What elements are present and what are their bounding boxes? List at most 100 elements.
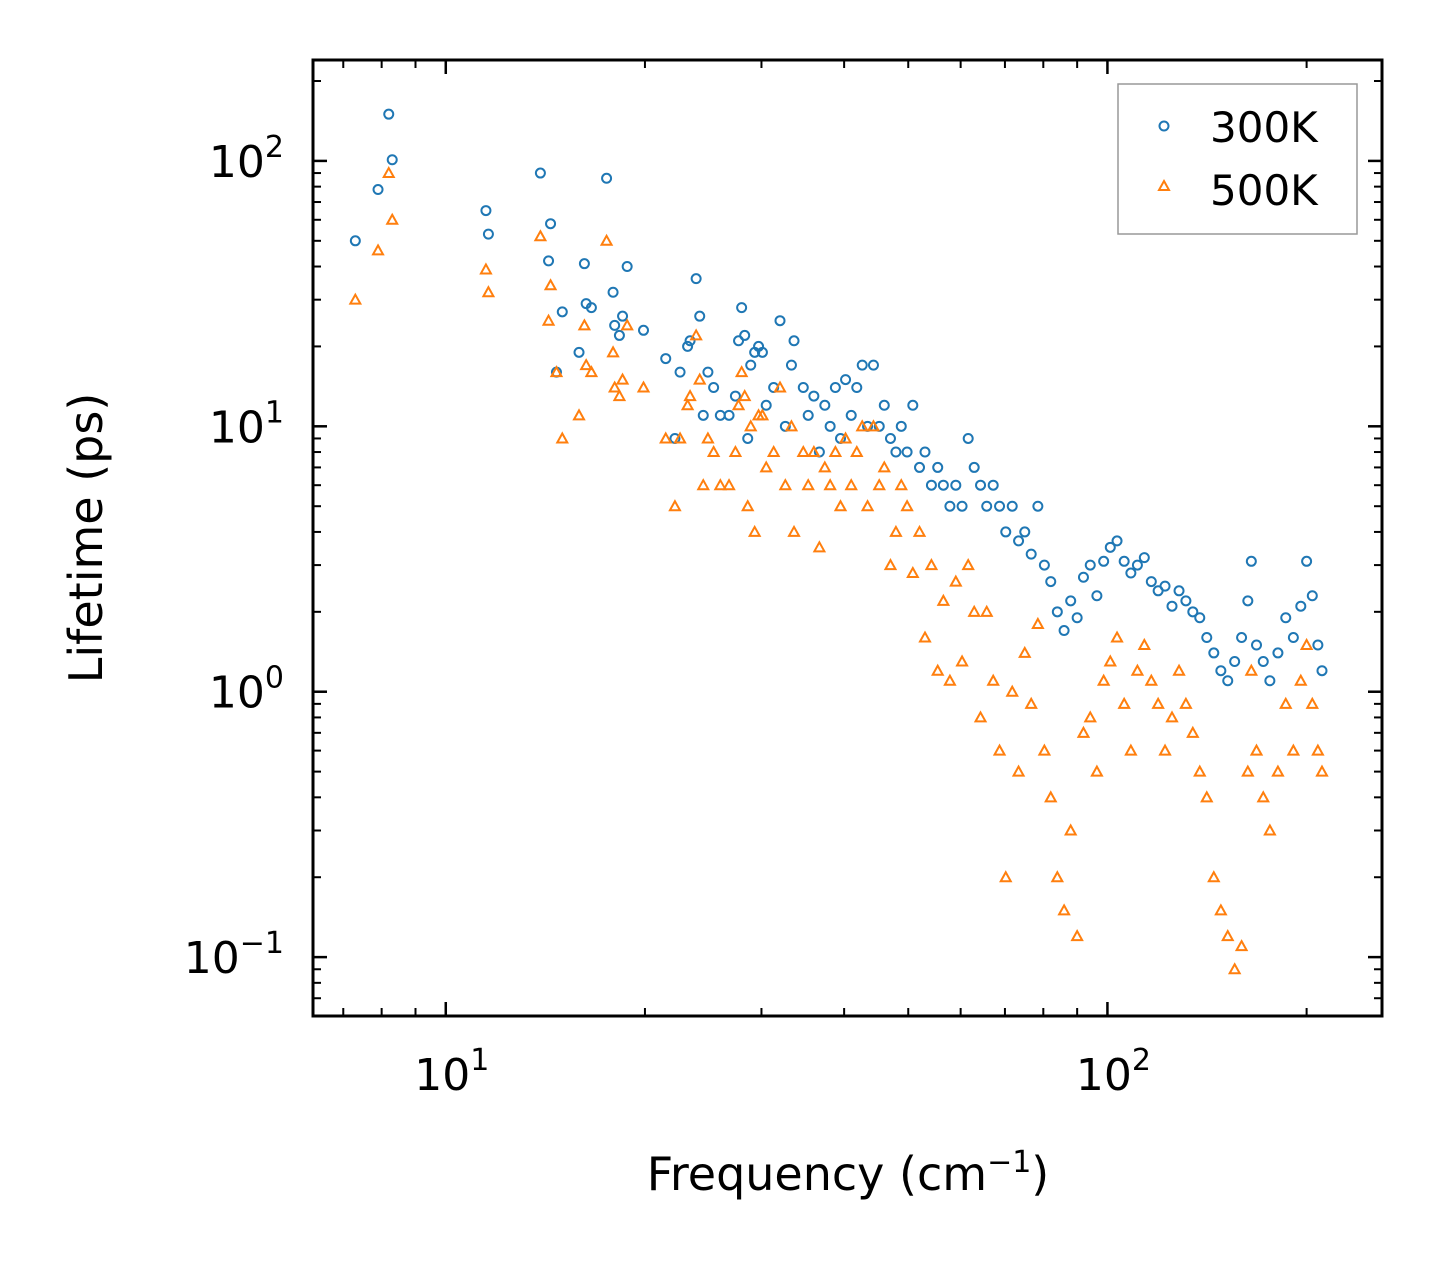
point-300k-45 [774,315,786,327]
point-500k-48 [787,524,801,537]
point-300k-90 [1038,559,1050,571]
point-500k-39 [744,419,758,432]
point-300k-82 [987,479,999,491]
point-500k-93 [1057,903,1071,916]
point-500k-10 [555,431,569,444]
point-500k-40 [747,524,762,537]
point-300k-114 [1201,632,1213,644]
point-300k-110 [1173,585,1185,597]
point-500k-16 [606,345,620,358]
point-300k-115 [1208,647,1220,659]
point-300k-76 [950,479,962,491]
point-300k-4 [480,205,492,217]
point-300k-64 [878,399,890,411]
point-500k-57 [838,431,853,444]
point-500k-30 [701,431,715,444]
point-300k-120 [1242,595,1254,607]
point-300k-88 [1025,548,1037,560]
point-500k-24 [673,431,687,444]
point-300k-84 [1000,526,1012,538]
point-300k-60 [856,359,868,371]
point-300k-10 [556,306,568,318]
point-500k-65 [883,558,898,571]
point-500k-33 [722,478,736,491]
point-300k-35 [733,335,745,347]
point-500k-17 [607,380,622,393]
point-500k-1 [371,243,385,256]
point-500k-132 [1315,764,1329,777]
point-500k-72 [924,558,939,571]
point-300k-91 [1045,576,1057,588]
point-300k-68 [901,446,913,458]
point-500k-115 [1207,870,1221,883]
point-500k-118 [1227,962,1242,975]
point-300k-74 [937,479,949,491]
x-axis-label: Frequency (cm−1) [647,1145,1050,1201]
point-500k-50 [801,478,815,491]
point-300k-39 [745,359,757,371]
point-300k-94 [1065,595,1077,607]
point-500k-12 [577,318,592,331]
point-500k-23 [668,499,682,512]
point-300k-8 [545,218,557,230]
point-500k-13 [579,358,593,371]
y-tick-label-0: 10−1 [184,926,284,984]
point-300k-104 [1131,559,1143,571]
point-300k-87 [1019,526,1031,538]
point-500k-20 [620,318,634,331]
point-300k-121 [1245,555,1257,567]
point-300k-18 [613,329,625,341]
point-300k-123 [1257,655,1269,667]
point-300k-0 [349,235,361,247]
point-500k-116 [1214,903,1228,916]
point-300k-70 [914,461,926,473]
x-tick-label-1: 102 [1076,1043,1151,1101]
point-300k-77 [956,500,968,512]
point-500k-71 [918,630,932,643]
point-500k-125 [1271,764,1285,777]
point-500k-85 [1005,684,1019,697]
point-500k-63 [872,478,886,491]
point-500k-51 [807,444,821,458]
point-300k-86 [1013,535,1025,547]
point-500k-43 [759,460,773,473]
point-500k-32 [713,478,728,491]
point-300k-47 [785,359,797,371]
point-300k-75 [944,500,956,512]
point-500k-94 [1063,823,1078,836]
point-300k-20 [621,261,633,273]
point-500k-38 [741,499,755,512]
legend-label-300k: 300K [1210,103,1319,152]
point-300k-97 [1084,559,1096,571]
point-300k-112 [1187,606,1199,618]
point-300k-92 [1051,606,1063,618]
point-300k-122 [1251,639,1263,651]
point-500k-52 [812,540,827,553]
point-500k-2 [382,165,396,179]
point-500k-126 [1279,696,1293,709]
tick-labels: 101 102 10−1 100 101 102 [184,130,1151,1101]
point-500k-75 [943,673,957,686]
point-500k-122 [1249,743,1264,756]
point-500k-0 [348,292,363,305]
point-500k-14 [584,365,599,378]
point-300k-58 [845,409,857,421]
point-300k-95 [1071,612,1083,624]
point-300k-109 [1166,600,1178,612]
point-500k-19 [615,372,630,385]
point-300k-81 [981,500,993,512]
point-300k-131 [1312,639,1324,651]
point-500k-103 [1124,743,1138,756]
point-500k-53 [818,460,832,473]
point-500k-91 [1044,790,1058,803]
point-500k-109 [1165,710,1179,723]
point-300k-83 [994,500,1006,512]
point-500k-60 [855,419,869,432]
point-500k-9 [549,365,564,378]
point-500k-96 [1076,725,1091,738]
point-500k-88 [1024,696,1038,709]
point-300k-15 [601,172,613,184]
point-500k-79 [967,604,981,617]
point-300k-33 [723,409,735,421]
